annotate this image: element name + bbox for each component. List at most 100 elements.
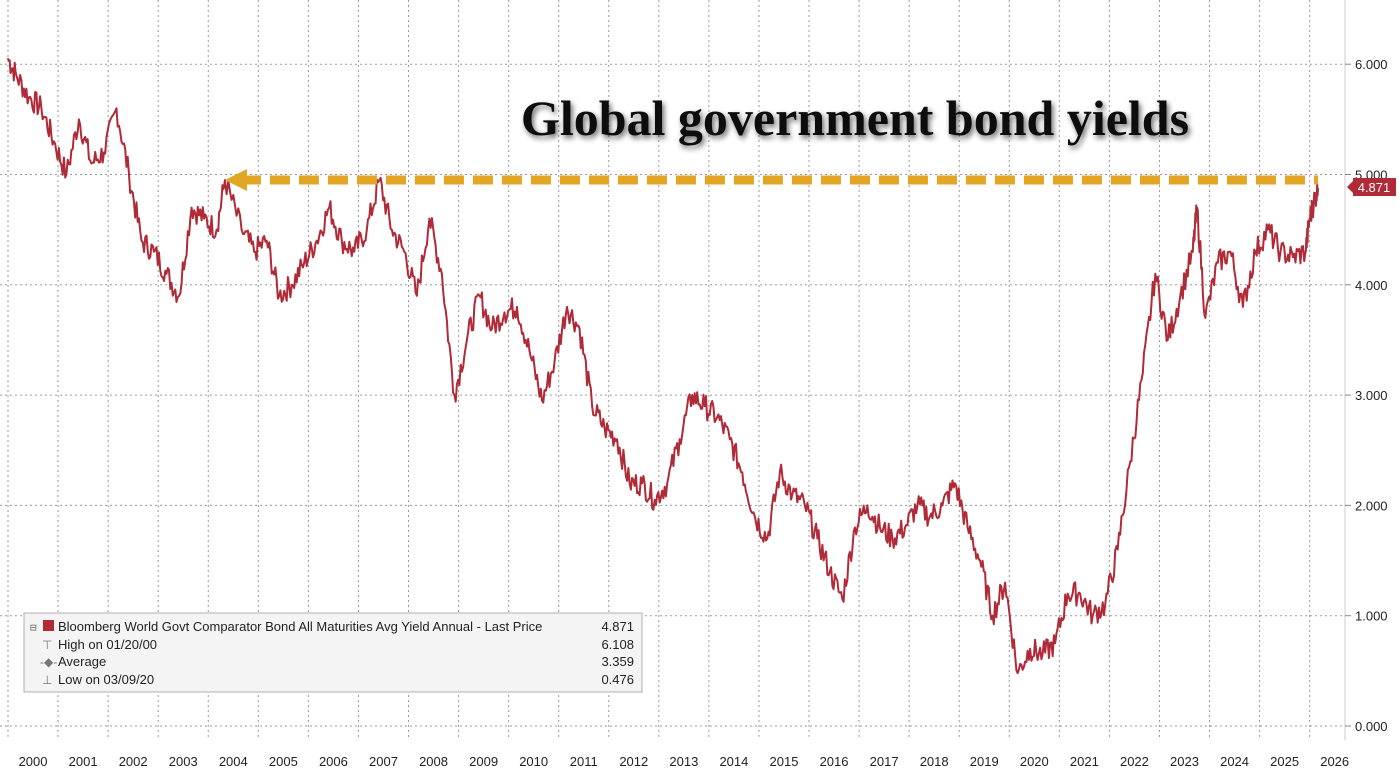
x-axis: 2000 2001 2002 2003 2004 2005 2006 2007 2008 2009… (19, 754, 1350, 768)
data-point (541, 399, 543, 402)
legend-low-value: 0.476 (601, 672, 634, 687)
data-point (753, 515, 756, 518)
last-price-badge-box (1353, 178, 1396, 196)
data-point (904, 526, 906, 529)
data-point (466, 339, 468, 341)
data-point (340, 239, 343, 242)
data-point (503, 311, 506, 314)
data-point (1154, 272, 1157, 275)
data-point (1196, 206, 1198, 209)
x-tick-label: 2010 (519, 754, 548, 768)
legend-high-label: High on 01/20/00 (58, 637, 157, 652)
x-tick-label: 2006 (319, 754, 348, 768)
data-point (303, 261, 306, 264)
data-point (1179, 295, 1182, 297)
data-point (1304, 250, 1307, 253)
data-point (478, 295, 481, 297)
data-point (140, 239, 143, 242)
data-point (1129, 460, 1132, 463)
data-point (854, 526, 856, 529)
data-point (1217, 261, 1219, 264)
data-point (979, 559, 981, 562)
data-point (1313, 201, 1315, 203)
legend-box (23, 612, 643, 693)
data-point (816, 537, 819, 540)
data-point (703, 405, 706, 407)
data-point (78, 118, 80, 121)
legend-row-high: ⊤ High on 01/20/00 6.108 (42, 637, 634, 652)
data-point (929, 515, 931, 518)
data-point (991, 614, 994, 617)
data-point (1308, 217, 1311, 220)
data-point (265, 239, 268, 242)
y-tick-label: 6.000 (1355, 57, 1388, 72)
data-point (153, 250, 155, 253)
data-point (1116, 548, 1119, 551)
data-point (1029, 647, 1031, 650)
data-point (528, 350, 531, 352)
data-point (966, 526, 969, 529)
legend-series-label: Bloomberg World Govt Comparator Bond All… (58, 619, 542, 634)
data-point (1229, 250, 1232, 253)
data-point (40, 107, 43, 110)
data-point (866, 504, 869, 507)
data-point (65, 173, 68, 176)
y-tick-label: 0.000 (1355, 719, 1388, 734)
data-point (653, 499, 656, 501)
y-tick-label: 4.000 (1355, 278, 1388, 293)
data-point (128, 173, 130, 176)
x-tick-label: 2021 (1070, 754, 1099, 768)
data-point (1292, 256, 1294, 259)
legend-series-swatch (43, 620, 54, 631)
x-tick-label: 2016 (820, 754, 849, 768)
data-point (403, 250, 406, 253)
legend-high-value: 6.108 (601, 637, 634, 652)
reference-line-layer (224, 169, 1318, 192)
x-tick-label: 2018 (920, 754, 949, 768)
x-tick-label: 2022 (1120, 754, 1149, 768)
data-point (278, 295, 280, 297)
data-point (678, 438, 681, 441)
low-marker-icon: ⊥ (42, 673, 52, 687)
data-point (804, 504, 806, 507)
x-tick-label: 2019 (970, 754, 999, 768)
data-point (641, 482, 643, 485)
x-tick-label: 2014 (719, 754, 748, 768)
x-tick-label: 2026 (1320, 754, 1349, 768)
data-point (1204, 317, 1207, 319)
data-point (290, 284, 293, 286)
data-point (879, 526, 881, 529)
x-tick-label: 2001 (69, 754, 98, 768)
data-point (1041, 653, 1044, 656)
data-point (7, 57, 9, 60)
data-point (1004, 581, 1006, 584)
data-point (741, 471, 744, 474)
y-tick-label: 2.000 (1355, 498, 1388, 513)
data-point (28, 96, 30, 99)
data-point (1054, 642, 1056, 645)
data-point (941, 504, 944, 507)
x-tick-label: 2002 (119, 754, 148, 768)
data-point (591, 405, 593, 407)
data-point (553, 361, 556, 363)
data-point (516, 306, 518, 308)
average-marker-icon: -◆- (40, 655, 57, 669)
data-point (841, 598, 844, 600)
data-point (829, 570, 831, 573)
data-point (766, 537, 769, 540)
data-point (628, 482, 631, 485)
data-point (1254, 250, 1257, 253)
data-point (891, 537, 894, 540)
data-point (441, 272, 443, 275)
x-tick-label: 2024 (1220, 754, 1249, 768)
data-point (416, 295, 418, 297)
x-tick-label: 2011 (570, 754, 598, 768)
legend: ⊟ Bloomberg World Govt Comparator Bond A… (23, 612, 643, 693)
data-point (453, 394, 456, 396)
data-point (566, 306, 568, 308)
x-tick-label: 2023 (1170, 754, 1199, 768)
legend-collapse-icon[interactable]: ⊟ (30, 621, 37, 634)
data-point (90, 162, 93, 165)
data-point (1242, 306, 1244, 308)
